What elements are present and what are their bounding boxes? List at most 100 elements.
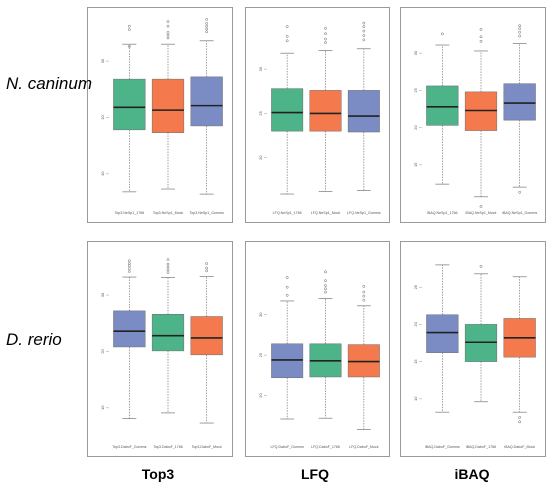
- y-tick-label: 10: [100, 405, 105, 410]
- outlier-point: [205, 18, 209, 21]
- outlier-point: [479, 265, 483, 268]
- x-tick-label: iBAQ.DaboF_1766: [466, 445, 496, 449]
- box: [271, 88, 304, 132]
- y-tick-label: 10: [100, 171, 105, 176]
- outlier-point: [166, 265, 170, 269]
- outlier-point: [362, 25, 366, 28]
- outlier-point: [127, 270, 131, 273]
- outlier-point: [285, 285, 289, 289]
- outlier-point: [285, 39, 289, 43]
- outlier-point: [518, 416, 522, 419]
- outlier-point: [166, 33, 170, 37]
- col-label-top3: Top3: [141, 466, 175, 482]
- row-label-drerio: D. rerio: [6, 330, 62, 349]
- x-tick-label: Top3.DaboF_Gomms: [112, 445, 146, 449]
- y-tick-label: 10: [413, 396, 418, 401]
- y-tick-label: 20: [413, 125, 418, 130]
- outlier-point: [362, 38, 366, 42]
- outlier-point: [518, 190, 522, 194]
- x-tick-label: LFQ.NeSp1_Gomms: [347, 211, 381, 215]
- outlier-point: [166, 271, 170, 274]
- box: [271, 343, 304, 379]
- outlier-point: [518, 34, 522, 38]
- outlier-point: [127, 259, 131, 263]
- box: [503, 83, 536, 121]
- outlier-point: [127, 28, 131, 31]
- outlier-point: [324, 284, 327, 287]
- panel-top3-ncaninum: 10 20 30 Top3.NeSp1_1766 Top3.NeSp1_Mock Top3…: [87, 7, 233, 223]
- boxplot-lfq-drerio: 20 25 30 LFQ.DaboF_Gomms LFQ.DaboF_1766 LFQ.D…: [258, 270, 380, 449]
- x-tick-label: Top3.NeSp1_Mock: [153, 211, 184, 215]
- outlier-point: [166, 258, 170, 261]
- x-tick-label: LFQ.NeSp1_1766: [273, 211, 302, 215]
- y-tick-label: 15: [413, 162, 418, 167]
- boxplot-lfq-ncaninum: 20 25 30 LFQ.NeSp1_1766 LFQ.NeSp1_Mock LFQ.Ne…: [258, 21, 381, 215]
- y-tick-label: 25: [413, 284, 418, 289]
- outlier-point: [518, 24, 522, 28]
- box: [190, 316, 223, 356]
- x-tick-label: iBAQ.DaboF_Mock: [504, 445, 535, 449]
- x-tick-label: LFQ.NeSp1_Mock: [311, 211, 341, 215]
- y-tick-label: 25: [413, 87, 418, 92]
- y-tick-label: 30: [258, 312, 263, 317]
- outlier-point: [127, 45, 131, 48]
- y-tick-label: 25: [258, 110, 263, 115]
- y-tick-label: 20: [258, 393, 263, 398]
- boxplot-ibaq-drerio: 10 15 20 25 iBAQ.DaboF_Gomms iBAQ.DaboF_1766 i…: [413, 264, 536, 449]
- outlier-point: [285, 35, 289, 38]
- y-tick-label: 20: [413, 321, 418, 326]
- boxplot-top3-drerio: 10 20 30 Top3.DaboF_Gomms Top3.DaboF_1766 Top…: [100, 258, 223, 449]
- outlier-point: [127, 264, 131, 268]
- outlier-point: [127, 262, 131, 265]
- outlier-point: [362, 298, 366, 302]
- x-tick-label: iBAQ.NeSp1_Mock: [466, 211, 497, 215]
- outlier-point: [324, 37, 327, 41]
- outlier-point: [166, 268, 170, 272]
- x-tick-label: Top3.DaboF_Mock: [192, 445, 222, 449]
- outlier-point: [166, 262, 170, 266]
- x-tick-label: Top3.NeSp1_1766: [114, 211, 144, 215]
- y-tick-label: 30: [100, 292, 105, 297]
- box: [347, 90, 380, 133]
- outlier-point: [205, 30, 209, 34]
- x-tick-label: LFQ.DaboF_Gomms: [270, 445, 304, 449]
- outlier-point: [362, 290, 366, 294]
- panel-ibaq-drerio: 10 15 20 25 iBAQ.DaboF_Gomms iBAQ.DaboF_1766 i…: [400, 241, 546, 457]
- outlier-point: [479, 205, 483, 208]
- outlier-point: [362, 34, 366, 37]
- y-tick-label: 20: [258, 155, 263, 160]
- outlier-point: [166, 24, 170, 28]
- outlier-point: [205, 27, 209, 31]
- outlier-point: [166, 36, 170, 40]
- outlier-point: [205, 21, 209, 25]
- outlier-point: [205, 269, 209, 273]
- outlier-point: [518, 27, 522, 30]
- outlier-point: [324, 290, 327, 294]
- y-tick-label: 20: [100, 348, 105, 353]
- outlier-point: [324, 279, 327, 283]
- box: [113, 78, 146, 131]
- box: [426, 314, 459, 353]
- outlier-point: [205, 24, 209, 28]
- y-tick-label: 30: [258, 66, 263, 71]
- outlier-point: [362, 285, 366, 288]
- y-tick-label: 20: [100, 114, 105, 119]
- outlier-point: [362, 29, 366, 33]
- box: [347, 344, 380, 378]
- outlier-point: [324, 287, 327, 291]
- outlier-point: [324, 32, 327, 36]
- y-tick-label: 25: [258, 352, 263, 357]
- panel-top3-drerio: 10 20 30 Top3.DaboF_Gomms Top3.DaboF_1766 Top…: [87, 241, 233, 457]
- outlier-point: [324, 41, 327, 44]
- outlier-point: [440, 32, 444, 36]
- y-tick-label: 30: [100, 58, 105, 63]
- boxplot-top3-ncaninum: 10 20 30 Top3.NeSp1_1766 Top3.NeSp1_Mock Top3…: [100, 18, 224, 215]
- box: [113, 310, 146, 348]
- box: [426, 85, 459, 126]
- outlier-point: [205, 262, 209, 265]
- outlier-point: [518, 31, 522, 34]
- outlier-point: [362, 294, 366, 298]
- outlier-point: [127, 24, 131, 28]
- x-tick-label: iBAQ.DaboF_Gomms: [425, 445, 460, 449]
- box: [151, 314, 185, 352]
